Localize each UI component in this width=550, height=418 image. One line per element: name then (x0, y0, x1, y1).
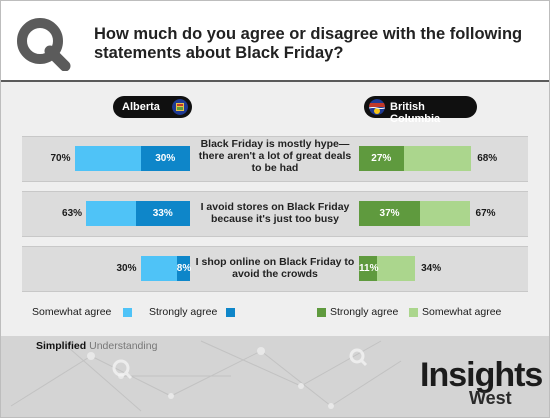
alberta-strongly-label: 33% (152, 208, 173, 219)
legend-label: Somewhat agree (32, 306, 112, 318)
statement-line: I shop online on Black Friday to (195, 256, 355, 268)
header-divider (1, 80, 549, 82)
bc-total-label: 67% (475, 208, 496, 219)
network-pattern-graphic (10, 340, 402, 412)
statement-1: Black Friday is mostly hype— there aren'… (190, 138, 360, 174)
alberta-somewhat-bar (86, 201, 136, 226)
footer (1, 336, 549, 417)
row-bg-3 (22, 246, 528, 292)
legend-label: Strongly agree (149, 306, 218, 318)
bc-somewhat-bar (403, 146, 472, 171)
alberta-somewhat-bar (140, 256, 177, 281)
tagline: Simplified Understanding (36, 340, 157, 352)
bc-pill: British Columbia (364, 96, 477, 125)
alberta-strongly-label: 30% (155, 153, 176, 164)
legend-label: Strongly agree (330, 306, 399, 318)
legend-swatch-bc-strongly (317, 308, 326, 317)
magnifier-q-icon (17, 18, 71, 71)
bc-somewhat-bar (377, 256, 416, 281)
bc-total-label: 68% (477, 153, 498, 164)
bc-strongly-label: 11% (359, 263, 379, 274)
statement-line: to be had (251, 162, 299, 174)
legend-swatch-ab-somewhat (123, 308, 132, 317)
tagline-light: Understanding (89, 340, 158, 352)
alberta-strongly-bar (176, 256, 190, 281)
statement-line: avoid the crowds (232, 268, 318, 280)
statement-line: Black Friday is mostly hype— (200, 138, 350, 150)
alberta-total-label: 63% (62, 208, 83, 219)
legend-bc-somewhat: Somewhat agree (422, 306, 501, 318)
alberta-label: Alberta (122, 101, 160, 113)
statement-line: I avoid stores on Black Friday (200, 201, 350, 213)
header: How much do you agree or disagree with t… (1, 1, 549, 80)
legend-ab-somewhat: Somewhat agree (32, 306, 111, 318)
statement-2: I avoid stores on Black Friday because i… (190, 201, 360, 225)
bc-strongly-bar (359, 146, 404, 171)
alberta-somewhat-bar (74, 146, 141, 171)
legend-ab-strongly: Strongly agree (149, 306, 217, 318)
brand-logo-sub: West (469, 388, 512, 408)
bc-somewhat-bar (420, 201, 470, 226)
tagline-bold: Simplified (36, 340, 87, 352)
alberta-flag-icon (172, 99, 188, 115)
statement-line: there aren't a lot of great deals (198, 150, 352, 162)
alberta-strongly-bar (135, 201, 190, 226)
legend-swatch-ab-strongly (226, 308, 235, 317)
bc-strongly-bar (359, 201, 421, 226)
bc-strongly-label: 27% (371, 153, 392, 164)
bc-strongly-label: 37% (379, 208, 400, 219)
bc-flag-icon (369, 99, 385, 115)
alberta-total-label: 30% (116, 263, 137, 274)
brand-logo-main: Insights (420, 356, 543, 394)
alberta-total-label: 70% (50, 153, 71, 164)
legend-swatch-bc-somewhat (409, 308, 418, 317)
legend-label: Somewhat agree (422, 306, 502, 318)
statement-line: because it's just too busy (211, 213, 339, 225)
legend-bc-strongly: Strongly agree (330, 306, 398, 318)
alberta-strongly-bar (140, 146, 190, 171)
bc-strongly-bar (359, 256, 378, 281)
bc-label: British Columbia (390, 101, 441, 125)
chart-title: How much do you agree or disagree with t… (94, 25, 523, 62)
bc-total-label: 34% (421, 263, 442, 274)
statement-3: I shop online on Black Friday to avoid t… (190, 256, 360, 280)
alberta-strongly-label: 8% (176, 263, 192, 274)
alberta-pill: Alberta (113, 96, 192, 118)
